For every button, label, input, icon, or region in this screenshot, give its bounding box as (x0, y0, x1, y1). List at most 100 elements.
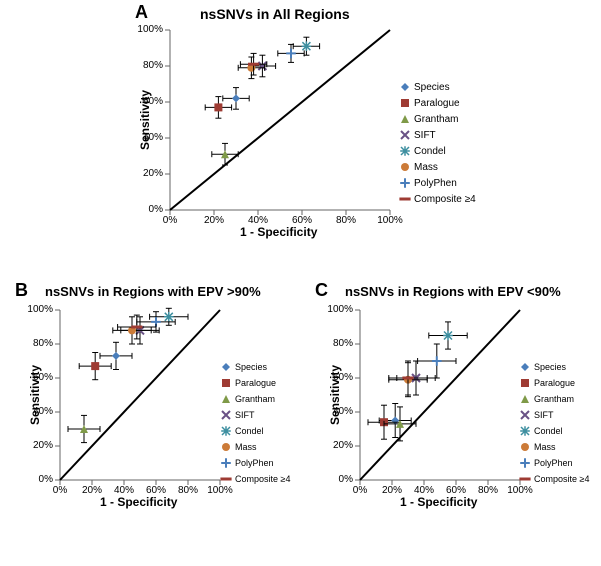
mass-marker-icon (400, 162, 410, 172)
legend-label: Composite ≥4 (235, 474, 290, 484)
xtick-label: 40% (410, 485, 438, 496)
panel-a-legend: Species Paralogue Grantham SIFT Condel (400, 80, 476, 208)
legend-label: Composite ≥4 (534, 474, 589, 484)
legend-label: Grantham (414, 114, 458, 125)
legend-item-composite: Composite ≥4 (520, 472, 589, 486)
legend-item-species: Species (221, 360, 290, 374)
legend-label: Paralogue (414, 98, 460, 109)
legend-label: SIFT (235, 410, 255, 420)
legend-label: Mass (534, 442, 556, 452)
panel-c-legend: Species Paralogue Grantham SIFT Condel (520, 360, 589, 488)
composite-marker-icon (400, 194, 410, 204)
ytick-label: 20% (325, 440, 353, 451)
panel-b-label: B (15, 280, 28, 301)
legend-item-sift: SIFT (520, 408, 589, 422)
panel-a-title: nsSNVs in All Regions (200, 6, 350, 22)
sift-marker-icon (221, 410, 231, 420)
panel-b-plot (60, 310, 220, 480)
legend-item-sift: SIFT (221, 408, 290, 422)
legend-item-condel: Condel (400, 144, 476, 158)
ytick-label: 100% (325, 304, 353, 315)
species-marker-icon (221, 362, 231, 372)
ytick-label: 80% (135, 60, 163, 71)
xtick-label: 40% (244, 215, 272, 226)
panel-c-title: nsSNVs in Regions with EPV <90% (345, 284, 561, 299)
legend-label: SIFT (534, 410, 554, 420)
panel-a-xlabel: 1 - Specificity (240, 225, 317, 239)
legend-item-condel: Condel (221, 424, 290, 438)
ytick-label: 40% (25, 406, 53, 417)
composite-marker-icon (221, 474, 231, 484)
grantham-marker-icon (520, 394, 530, 404)
legend-item-paralogue: Paralogue (221, 376, 290, 390)
polyphen-marker-icon (221, 458, 231, 468)
legend-label: SIFT (414, 130, 436, 141)
paralogue-marker-icon (221, 378, 231, 388)
legend-item-condel: Condel (520, 424, 589, 438)
legend-label: PolyPhen (235, 458, 274, 468)
legend-item-species: Species (520, 360, 589, 374)
xtick-label: 0% (156, 215, 184, 226)
legend-item-polyphen: PolyPhen (400, 176, 476, 190)
legend-item-mass: Mass (400, 160, 476, 174)
polyphen-marker-icon (520, 458, 530, 468)
ytick-label: 40% (325, 406, 353, 417)
legend-label: Species (534, 362, 566, 372)
legend-label: Paralogue (534, 378, 575, 388)
legend-item-grantham: Grantham (221, 392, 290, 406)
grantham-marker-icon (400, 114, 410, 124)
condel-marker-icon (221, 426, 231, 436)
ytick-label: 0% (25, 474, 53, 485)
xtick-label: 100% (376, 215, 404, 226)
sift-marker-icon (400, 130, 410, 140)
species-marker-icon (520, 362, 530, 372)
legend-item-polyphen: PolyPhen (221, 456, 290, 470)
legend-label: Grantham (235, 394, 275, 404)
grantham-marker-icon (221, 394, 231, 404)
ytick-label: 100% (135, 24, 163, 35)
sift-marker-icon (520, 410, 530, 420)
ytick-label: 60% (25, 372, 53, 383)
legend-item-composite: Composite ≥4 (221, 472, 290, 486)
xtick-label: 60% (442, 485, 470, 496)
legend-label: PolyPhen (414, 178, 457, 189)
ytick-label: 20% (25, 440, 53, 451)
ytick-label: 0% (135, 204, 163, 215)
legend-item-sift: SIFT (400, 128, 476, 142)
figure-container: A nsSNVs in All Regions Sensitivity 1 - … (0, 0, 601, 566)
condel-marker-icon (400, 146, 410, 156)
ytick-label: 60% (135, 96, 163, 107)
legend-label: Mass (235, 442, 257, 452)
xtick-label: 0% (46, 485, 74, 496)
legend-label: Mass (414, 162, 438, 173)
legend-item-mass: Mass (520, 440, 589, 454)
legend-item-grantham: Grantham (400, 112, 476, 126)
legend-label: Paralogue (235, 378, 276, 388)
legend-label: Condel (534, 426, 563, 436)
xtick-label: 80% (174, 485, 202, 496)
mass-marker-icon (520, 442, 530, 452)
panel-b-title: nsSNVs in Regions with EPV >90% (45, 284, 261, 299)
xtick-label: 60% (288, 215, 316, 226)
panel-a-label: A (135, 2, 148, 23)
panel-c-xlabel: 1 - Specificity (400, 495, 477, 509)
species-marker-icon (400, 82, 410, 92)
legend-item-paralogue: Paralogue (520, 376, 589, 390)
xtick-label: 20% (378, 485, 406, 496)
legend-label: Species (414, 82, 450, 93)
xtick-label: 80% (474, 485, 502, 496)
paralogue-marker-icon (400, 98, 410, 108)
legend-item-grantham: Grantham (520, 392, 589, 406)
legend-label: Condel (414, 146, 446, 157)
xtick-label: 20% (78, 485, 106, 496)
ytick-label: 0% (325, 474, 353, 485)
legend-label: PolyPhen (534, 458, 573, 468)
ytick-label: 80% (325, 338, 353, 349)
legend-item-species: Species (400, 80, 476, 94)
panel-c-plot (360, 310, 520, 480)
panel-c-label: C (315, 280, 328, 301)
panel-b-xlabel: 1 - Specificity (100, 495, 177, 509)
panel-b-legend: Species Paralogue Grantham SIFT Condel (221, 360, 290, 488)
xtick-label: 60% (142, 485, 170, 496)
ytick-label: 20% (135, 168, 163, 179)
